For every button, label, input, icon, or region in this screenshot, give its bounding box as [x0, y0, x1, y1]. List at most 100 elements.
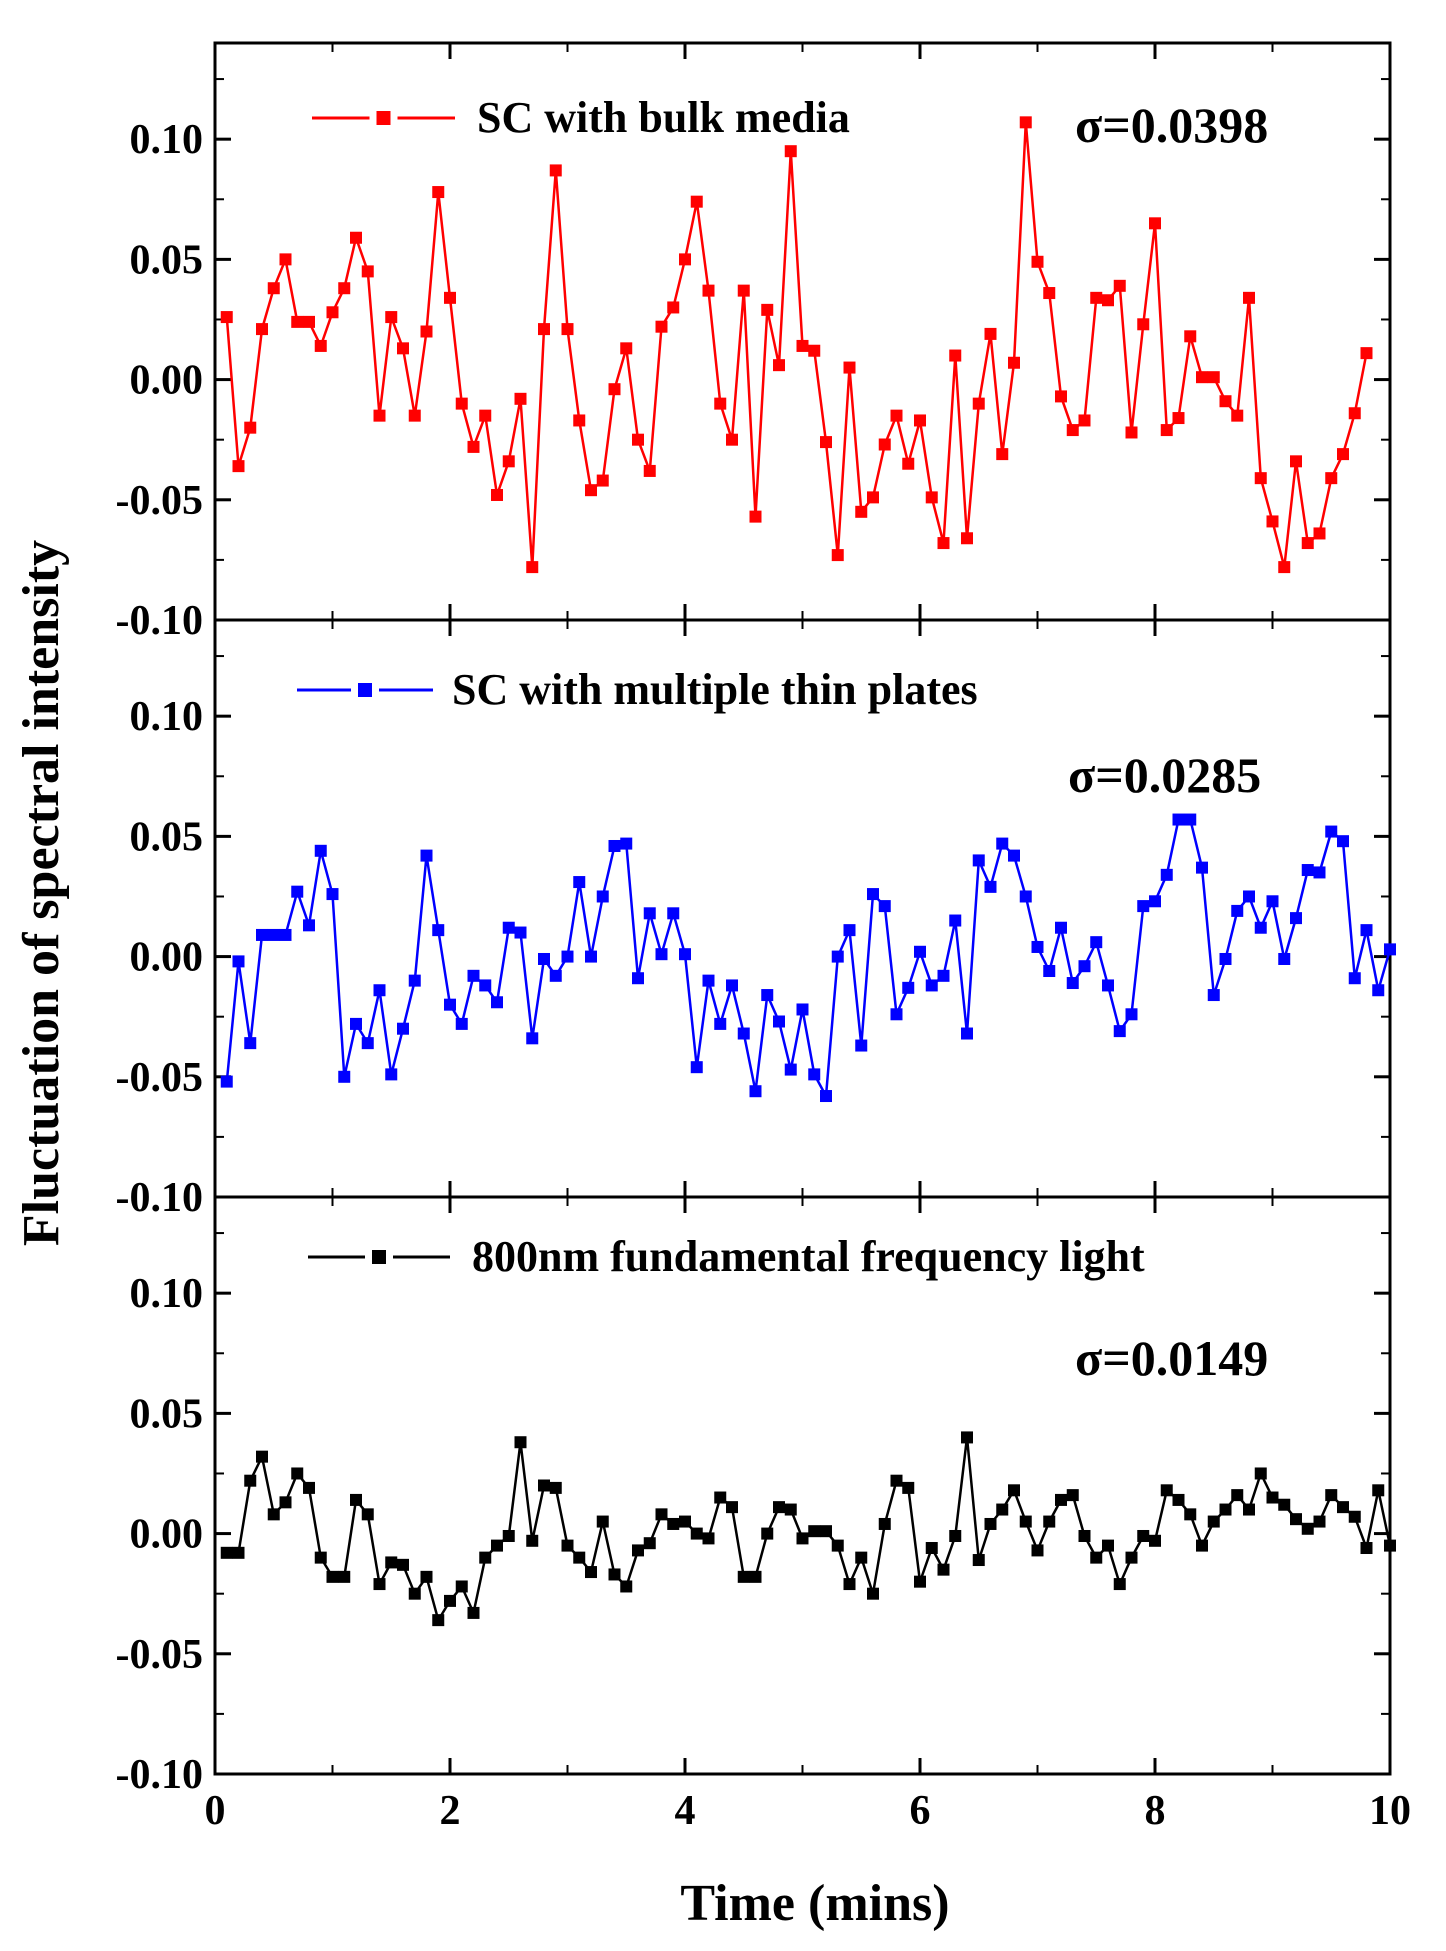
- data-point: [972, 1554, 985, 1567]
- data-point: [796, 1532, 809, 1545]
- legend-label: SC with multiple thin plates: [452, 665, 978, 714]
- data-point: [585, 484, 597, 497]
- data-point: [1196, 1539, 1208, 1552]
- data-point: [878, 438, 891, 451]
- data-point: [996, 837, 1009, 850]
- data-point: [796, 339, 809, 352]
- data-point: [1090, 936, 1103, 949]
- legend-marker: [358, 683, 372, 697]
- data-point: [350, 1493, 362, 1506]
- data-point: [1078, 414, 1091, 427]
- data-point: [573, 1551, 586, 1564]
- data-point: [573, 414, 586, 427]
- data-point: [679, 253, 691, 266]
- data-point: [1137, 318, 1150, 331]
- legend-marker: [376, 111, 391, 125]
- data-point: [432, 1614, 445, 1627]
- data-point: [1325, 472, 1338, 485]
- data-point: [726, 979, 738, 992]
- data-point: [256, 1450, 268, 1463]
- data-point: [655, 320, 668, 333]
- data-point: [455, 1017, 468, 1030]
- data-point: [279, 253, 292, 266]
- data-point: [643, 464, 656, 477]
- data-point: [1266, 1491, 1279, 1504]
- data-point: [220, 1075, 233, 1088]
- data-point: [632, 1544, 644, 1557]
- data-point: [220, 311, 233, 324]
- data-point: [408, 974, 421, 987]
- data-point: [1066, 1489, 1079, 1502]
- data-point: [714, 397, 727, 410]
- data-point: [1207, 989, 1220, 1002]
- data-point: [1384, 943, 1396, 956]
- data-point: [1301, 1522, 1314, 1535]
- y-tick-label: 0.00: [130, 935, 204, 981]
- data-point: [267, 1508, 280, 1521]
- data-point: [444, 291, 456, 304]
- data-point: [244, 1474, 257, 1487]
- data-point: [1278, 561, 1291, 574]
- data-point: [1313, 1515, 1326, 1528]
- y-tick-label: 0.05: [130, 814, 204, 860]
- data-point: [996, 448, 1009, 461]
- data-point: [561, 1539, 574, 1552]
- data-point: [902, 1481, 915, 1494]
- data-point: [761, 989, 774, 1002]
- data-point: [397, 1558, 409, 1571]
- data-point: [914, 1575, 926, 1588]
- x-tick-label: 0: [205, 1788, 226, 1834]
- data-point: [937, 969, 950, 982]
- data-point: [1337, 1501, 1349, 1514]
- data-point: [902, 981, 915, 994]
- data-point: [831, 950, 844, 963]
- data-point: [244, 421, 257, 434]
- data-point: [855, 1551, 868, 1564]
- data-point: [267, 282, 280, 295]
- data-point: [303, 1481, 315, 1494]
- data-point: [1266, 515, 1279, 528]
- y-tick-label: 0.05: [130, 1391, 204, 1437]
- data-point: [420, 1570, 433, 1583]
- data-point: [702, 1532, 715, 1545]
- data-point: [667, 907, 680, 920]
- data-point: [1125, 426, 1138, 439]
- y-tick-label: 0.10: [130, 1271, 204, 1317]
- data-point: [1313, 866, 1326, 879]
- legend: SC with multiple thin plates: [297, 665, 978, 714]
- data-point: [549, 1481, 562, 1494]
- data-point: [737, 1570, 750, 1583]
- data-point: [314, 339, 327, 352]
- data-point: [808, 1068, 821, 1081]
- data-point: [279, 1496, 292, 1509]
- data-point: [1031, 940, 1044, 953]
- data-point: [1278, 1498, 1291, 1511]
- data-point: [1019, 890, 1032, 903]
- data-point: [514, 1436, 527, 1449]
- data-point: [796, 1003, 809, 1016]
- data-point: [1348, 972, 1361, 985]
- data-point: [314, 844, 327, 857]
- data-point: [773, 1501, 785, 1514]
- legend-marker: [372, 1250, 386, 1264]
- data-point: [408, 409, 421, 422]
- data-point: [350, 1017, 362, 1030]
- data-point: [291, 315, 304, 328]
- data-point: [1243, 890, 1255, 903]
- data-point: [608, 383, 621, 396]
- data-point: [808, 344, 821, 357]
- data-point: [1243, 291, 1255, 304]
- data-point: [843, 1578, 856, 1591]
- data-point: [808, 1525, 821, 1538]
- panel-1: -0.10 -0.05 0.00 0.05 0.10 SC with bulk media…: [116, 41, 1392, 644]
- data-point: [949, 349, 962, 362]
- data-point: [1219, 395, 1232, 408]
- data-point: [690, 1061, 703, 1074]
- data-point: [690, 1527, 703, 1540]
- data-point: [479, 409, 492, 422]
- data-point: [843, 361, 856, 374]
- data-point: [1337, 835, 1349, 848]
- data-point: [232, 955, 245, 968]
- data-point: [937, 1563, 950, 1576]
